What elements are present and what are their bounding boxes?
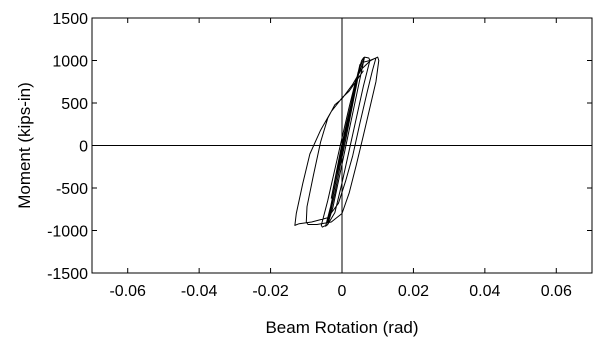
x-tick-label: 0.06 (541, 283, 572, 300)
x-axis-title: Beam Rotation (rad) (265, 318, 418, 337)
x-tick-label: 0.04 (469, 283, 500, 300)
y-tick-label: -1000 (47, 224, 88, 241)
ticks-layer: -0.06 -0.04 -0.02 0 0.02 0.04 0.06 -1500 -1000 -5… (47, 11, 592, 300)
x-tick-label: -0.06 (109, 283, 146, 300)
hysteresis-curve (294, 56, 380, 228)
y-tick-label: 0 (79, 139, 88, 156)
x-tick-label: -0.04 (181, 283, 218, 300)
series-layer (294, 56, 380, 228)
y-tick-label: 1500 (52, 11, 88, 28)
x-tick-label: 0 (338, 283, 347, 300)
y-tick-label: 500 (61, 96, 88, 113)
x-tick-label: 0.02 (398, 283, 429, 300)
x-tick-label: -0.02 (252, 283, 289, 300)
y-tick-label: -500 (56, 181, 88, 198)
y-tick-label: 1000 (52, 54, 88, 71)
y-axis-title: Moment (kips-in) (15, 82, 34, 209)
y-tick-label: -1500 (47, 266, 88, 283)
